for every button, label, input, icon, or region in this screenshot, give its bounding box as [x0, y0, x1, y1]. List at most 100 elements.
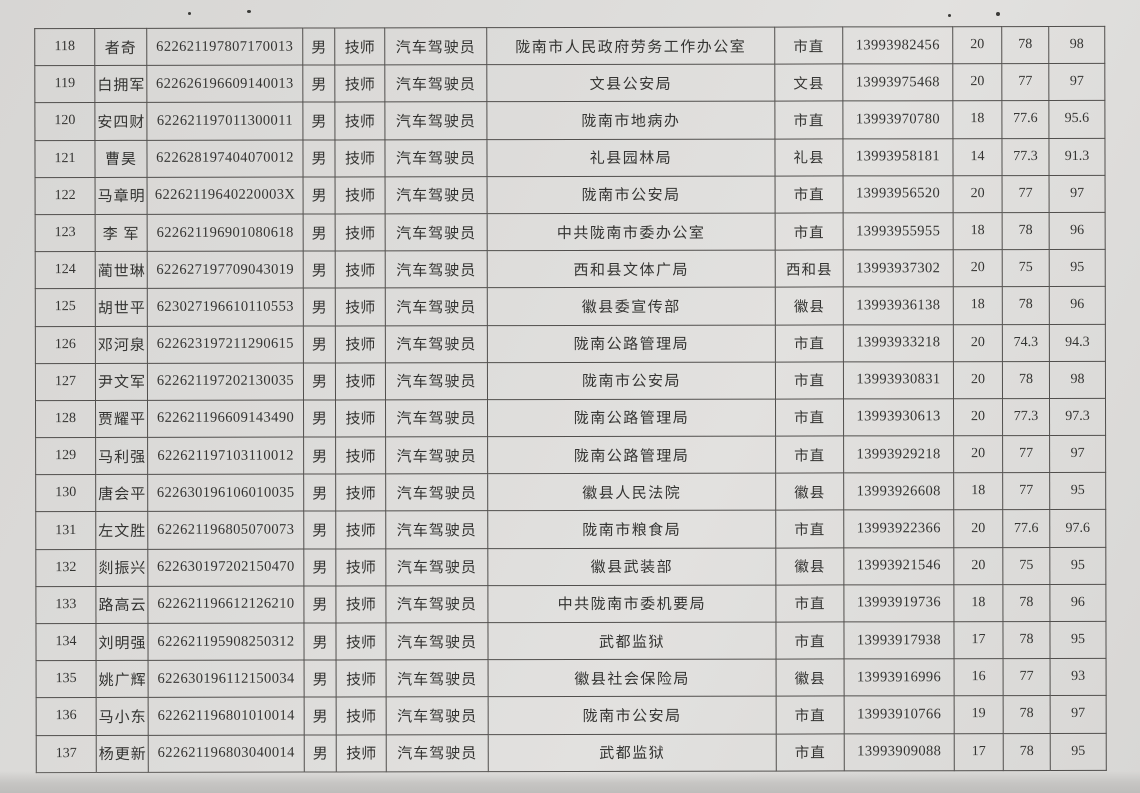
cell-s2: 77: [1002, 175, 1050, 213]
cell-no: 120: [34, 102, 95, 141]
cell-unit: 徽县委宣传部: [487, 287, 776, 326]
cell-phone: 13993926608: [843, 472, 954, 511]
cell-gender: 男: [303, 399, 336, 438]
cell-s3: 95: [1050, 732, 1107, 771]
cell-phone: 13993930613: [843, 398, 954, 436]
cell-name: 安四财: [94, 102, 147, 141]
cell-gender: 男: [303, 325, 336, 363]
cell-gender: 男: [303, 251, 336, 289]
cell-unit: 礼县园林局: [486, 138, 776, 177]
cell-gender: 男: [303, 288, 336, 326]
cell-id: 623027196610110553: [147, 288, 304, 326]
cell-id: 622621196803040014: [148, 734, 305, 773]
table-row: 134 刘明强 622621195908250312 男技师 汽车驾驶员 武都监狱 市直 13…: [35, 621, 1107, 661]
cell-id: 622621195908250312: [147, 623, 305, 661]
cell-s1: 18: [952, 100, 1002, 139]
cell-s3: 98: [1049, 361, 1106, 399]
cell-gender: 男: [302, 139, 336, 177]
cell-trade: 汽车驾驶员: [384, 102, 487, 140]
cell-s2: 77: [1001, 63, 1049, 101]
cell-s2: 78: [1002, 361, 1050, 399]
cell-title: 技师: [336, 697, 387, 735]
cell-id: 622621196612126210: [147, 585, 304, 624]
cell-title: 技师: [334, 102, 385, 140]
cell-name: 胡世平: [95, 288, 148, 326]
cell-name: 贾耀平: [95, 400, 148, 438]
table-row: 128 贾耀平 622621196609143490 男技师 汽车驾驶员 陇南公路管理局市…: [35, 398, 1106, 438]
cell-no: 130: [35, 474, 96, 513]
cell-s3: 95: [1049, 472, 1106, 510]
table-row: 131 左文胜 622621196805070073 男技师 汽车驾驶员 陇南市粮食局 市直…: [35, 509, 1106, 550]
cell-phone: 13993909088: [844, 733, 955, 771]
cell-name: 剡振兴: [95, 549, 148, 587]
table-row: 137 杨更新 622621196803040014 男技师 汽车驾驶员 武都监狱 市直 13…: [36, 732, 1107, 773]
cell-s2: 78: [1002, 286, 1050, 325]
table-row: 133 路高云 622621196612126210 男技师 汽车驾驶员 中共陇南市委机要…: [35, 584, 1106, 624]
cell-region: 市直: [776, 733, 845, 771]
cell-id: 622621197011300011: [146, 102, 303, 140]
cell-s1: 20: [953, 175, 1003, 213]
cell-s1: 17: [953, 621, 1004, 659]
cell-no: 119: [34, 65, 95, 103]
cell-s1: 20: [953, 324, 1003, 362]
table-row: 123 李 军 622621196901080618 男技师 汽车驾驶员 中共陇南市委办公…: [35, 212, 1106, 252]
cell-no: 118: [34, 28, 95, 66]
cell-s1: 20: [952, 63, 1002, 102]
cell-name: 蔺世琳: [95, 251, 148, 289]
cell-title: 技师: [335, 548, 386, 586]
cell-phone: 13993922366: [843, 510, 954, 548]
cell-gender: 男: [304, 734, 337, 772]
cell-s1: 20: [953, 361, 1003, 399]
cell-phone: 13993937302: [843, 249, 954, 288]
cell-name: 唐会平: [95, 474, 148, 512]
cell-trade: 汽车驾驶员: [385, 250, 488, 289]
cell-region: 徽县: [776, 659, 845, 697]
cell-no: 135: [36, 660, 97, 698]
cell-no: 127: [35, 363, 96, 401]
cell-phone: 13993921546: [843, 547, 954, 585]
cell-phone: 13993919736: [843, 584, 954, 622]
cell-region: 市直: [775, 510, 844, 548]
cell-phone: 13993910766: [844, 696, 955, 734]
cell-trade: 汽车驾驶员: [384, 27, 487, 66]
cell-region: 市直: [775, 435, 844, 474]
stray-ink-mark: [188, 12, 191, 15]
cell-trade: 汽车驾驶员: [385, 287, 488, 326]
cell-region: 市直: [775, 361, 844, 399]
cell-phone: 13993917938: [843, 621, 955, 660]
stray-ink-mark: [996, 12, 1000, 16]
cell-phone: 13993958181: [842, 138, 954, 176]
cell-unit: 陇南市公安局: [488, 696, 777, 735]
cell-s3: 91.3: [1048, 137, 1106, 176]
cell-gender: 男: [303, 622, 337, 661]
cell-id: 622627197709043019: [147, 251, 304, 289]
cell-unit: 陇南市人民政府劳务工作办公室: [486, 27, 775, 65]
cell-trade: 汽车驾驶员: [385, 176, 488, 214]
table-row: 130 唐会平 622630196106010035 男技师 汽车驾驶员 徽县人民法院 徽县…: [35, 472, 1106, 513]
cell-region: 徽县: [775, 287, 844, 325]
cell-no: 133: [35, 586, 96, 624]
cell-gender: 男: [303, 176, 336, 214]
cell-id: 622623197211290615: [147, 325, 304, 364]
cell-no: 124: [35, 251, 96, 289]
cell-s2: 75: [1002, 547, 1050, 585]
cell-id: 622621196609143490: [147, 399, 304, 438]
cell-unit: 陇南公路管理局: [487, 436, 776, 474]
cell-unit: 徽县人民法院: [487, 473, 776, 512]
cell-id: 62262119640220003X: [147, 176, 304, 215]
cell-s1: 20: [953, 435, 1003, 473]
cell-title: 技师: [336, 660, 387, 698]
cell-no: 126: [35, 325, 96, 364]
cell-phone: 13993956520: [843, 175, 954, 213]
cell-trade: 汽车驾驶员: [385, 436, 488, 475]
cell-phone: 13993929218: [843, 435, 954, 474]
cell-title: 技师: [335, 399, 386, 438]
cell-s2: 77: [1003, 658, 1051, 696]
cell-title: 技师: [334, 65, 385, 103]
cell-unit: 中共陇南市委机要局: [487, 584, 776, 623]
cell-name: 姚广辉: [96, 660, 149, 698]
cell-name: 刘明强: [95, 623, 149, 661]
cell-gender: 男: [302, 102, 335, 140]
cell-trade: 汽车驾驶员: [385, 325, 488, 363]
